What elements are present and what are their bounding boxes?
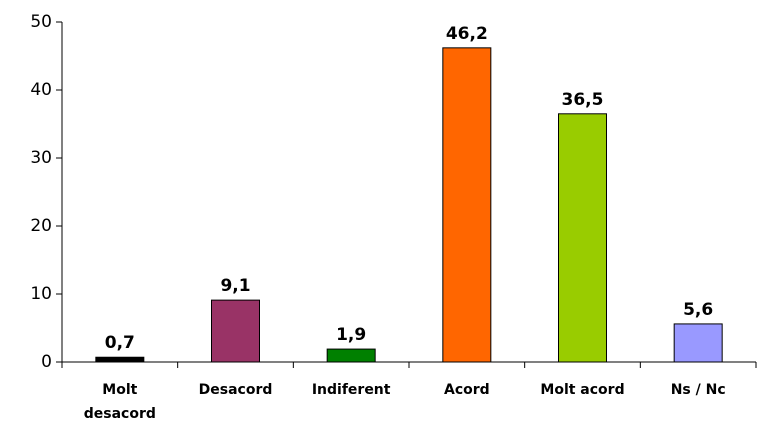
value-label: 0,7 bbox=[105, 333, 135, 353]
y-tick-label: 50 bbox=[30, 12, 52, 32]
y-tick-label: 0 bbox=[41, 352, 52, 372]
y-tick-label: 40 bbox=[30, 80, 52, 100]
value-label: 9,1 bbox=[220, 276, 250, 296]
x-tick-label: Ns / Nc bbox=[670, 382, 726, 398]
bar bbox=[442, 47, 492, 363]
x-tick-label: Molt desacord bbox=[83, 382, 156, 422]
x-tick-label: Indiferent bbox=[311, 382, 391, 398]
y-tick-label: 30 bbox=[30, 148, 52, 168]
x-tick-label: Acord bbox=[443, 382, 490, 398]
bar bbox=[558, 113, 607, 363]
value-label: 5,6 bbox=[683, 300, 713, 320]
value-label: 46,2 bbox=[446, 24, 488, 44]
bar bbox=[211, 299, 260, 363]
y-tick-label: 10 bbox=[30, 284, 52, 304]
value-label: 1,9 bbox=[336, 325, 366, 345]
value-label: 36,5 bbox=[562, 90, 604, 110]
bar bbox=[326, 348, 376, 363]
x-tick-label: Molt acord bbox=[540, 382, 625, 398]
y-tick-label: 20 bbox=[30, 216, 52, 236]
x-tick-label: Desacord bbox=[198, 382, 273, 398]
bar bbox=[673, 323, 723, 363]
bar bbox=[95, 356, 145, 363]
